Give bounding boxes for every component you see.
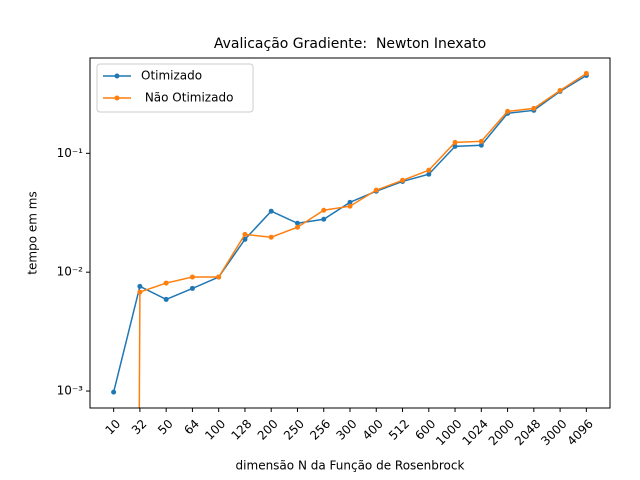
plot-area <box>111 70 589 408</box>
data-point <box>163 280 169 286</box>
chart-title: Avalicação Gradiente: Newton Inexato <box>214 36 486 52</box>
data-point <box>321 207 327 213</box>
data-point <box>242 236 248 242</box>
legend-box <box>96 63 254 113</box>
data-point <box>400 177 406 183</box>
legend-marker <box>114 95 120 101</box>
data-point <box>426 167 432 173</box>
data-point <box>189 274 195 280</box>
data-point <box>373 187 379 193</box>
data-point <box>137 289 143 295</box>
data-point <box>478 142 484 148</box>
data-point <box>426 171 432 177</box>
data-point <box>216 274 222 280</box>
y-tick-label: 10⁻² <box>57 265 84 279</box>
data-point <box>531 105 537 111</box>
data-point <box>111 389 117 395</box>
legend-marker <box>114 73 120 79</box>
x-axis-label: dimensão N da Função de Rosenbrock <box>236 459 465 473</box>
data-point <box>321 216 327 222</box>
data-point <box>452 143 458 149</box>
data-point <box>268 234 274 240</box>
y-axis-label: tempo em ms <box>26 191 40 274</box>
data-point <box>452 139 458 145</box>
data-point <box>137 283 143 289</box>
y-tick-label: 10⁻¹ <box>57 146 84 160</box>
data-point <box>505 108 511 114</box>
data-point <box>347 203 353 209</box>
legend-label: Não Otimizado <box>141 91 233 105</box>
data-point <box>268 208 274 214</box>
data-point <box>294 220 300 226</box>
data-point <box>557 87 563 93</box>
data-point <box>583 70 589 76</box>
y-tick-label: 10⁻³ <box>57 384 84 398</box>
data-point <box>163 296 169 302</box>
data-point <box>242 231 248 237</box>
data-point <box>478 138 484 144</box>
legend-label: Otimizado <box>141 69 202 83</box>
data-point <box>189 285 195 291</box>
data-point <box>294 224 300 230</box>
data-point <box>347 199 353 205</box>
